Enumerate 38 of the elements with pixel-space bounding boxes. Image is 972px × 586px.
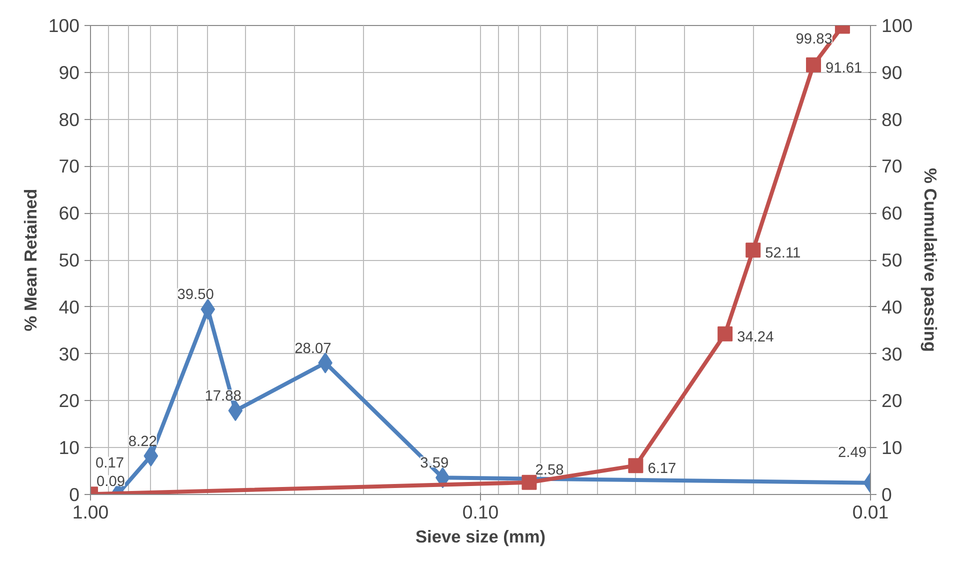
y2-axis-title: % Cumulative passing bbox=[920, 168, 941, 352]
y-axis-title: % Mean Retained bbox=[20, 188, 40, 332]
y-tick-label: 60 bbox=[58, 202, 80, 224]
data-label: 0.17 bbox=[96, 456, 124, 472]
y2-tick-label: 40 bbox=[882, 296, 902, 318]
y2-tick-label: 70 bbox=[882, 156, 902, 177]
data-label: 3.59 bbox=[420, 456, 449, 472]
data-label: 17.88 bbox=[204, 388, 242, 405]
y2-tick-label: 50 bbox=[882, 250, 902, 270]
y2-tick-label: 60 bbox=[882, 202, 902, 224]
y2-tick-label: 20 bbox=[882, 390, 902, 412]
y-tick-label: 10 bbox=[58, 437, 80, 458]
y-tick-label: 50 bbox=[58, 250, 80, 270]
data-label: 8.22 bbox=[128, 434, 157, 450]
y-tick-label: 100 bbox=[48, 15, 80, 36]
data-label: 99.83 bbox=[796, 31, 832, 48]
data-label: 2.58 bbox=[535, 462, 564, 478]
y2-tick-label: 80 bbox=[882, 108, 902, 130]
y2-tick-label: 100 bbox=[882, 15, 913, 36]
y2-tick-label: 90 bbox=[882, 62, 902, 83]
data-label: 0.09 bbox=[96, 474, 126, 490]
data-label: 91.61 bbox=[826, 60, 862, 76]
x-tick-label: 0.10 bbox=[462, 502, 499, 522]
data-label: 34.24 bbox=[737, 329, 774, 346]
y-tick-label: 40 bbox=[58, 296, 80, 318]
y-tick-label: 70 bbox=[58, 156, 80, 177]
data-label: 52.11 bbox=[765, 246, 801, 262]
data-label: 2.49 bbox=[838, 444, 867, 461]
data-label: 39.50 bbox=[177, 287, 214, 304]
y2-tick-label: 30 bbox=[882, 343, 902, 364]
y-tick-label: 80 bbox=[58, 108, 80, 130]
y-tick-label: 30 bbox=[58, 343, 80, 364]
data-label: 28.07 bbox=[294, 340, 332, 357]
x-axis-title: Sieve size (mm) bbox=[415, 526, 546, 546]
data-label: 6.17 bbox=[648, 461, 676, 478]
y-tick-label: 20 bbox=[58, 390, 80, 412]
y-tick-label: 90 bbox=[58, 62, 80, 83]
y2-tick-label: 10 bbox=[882, 437, 902, 458]
